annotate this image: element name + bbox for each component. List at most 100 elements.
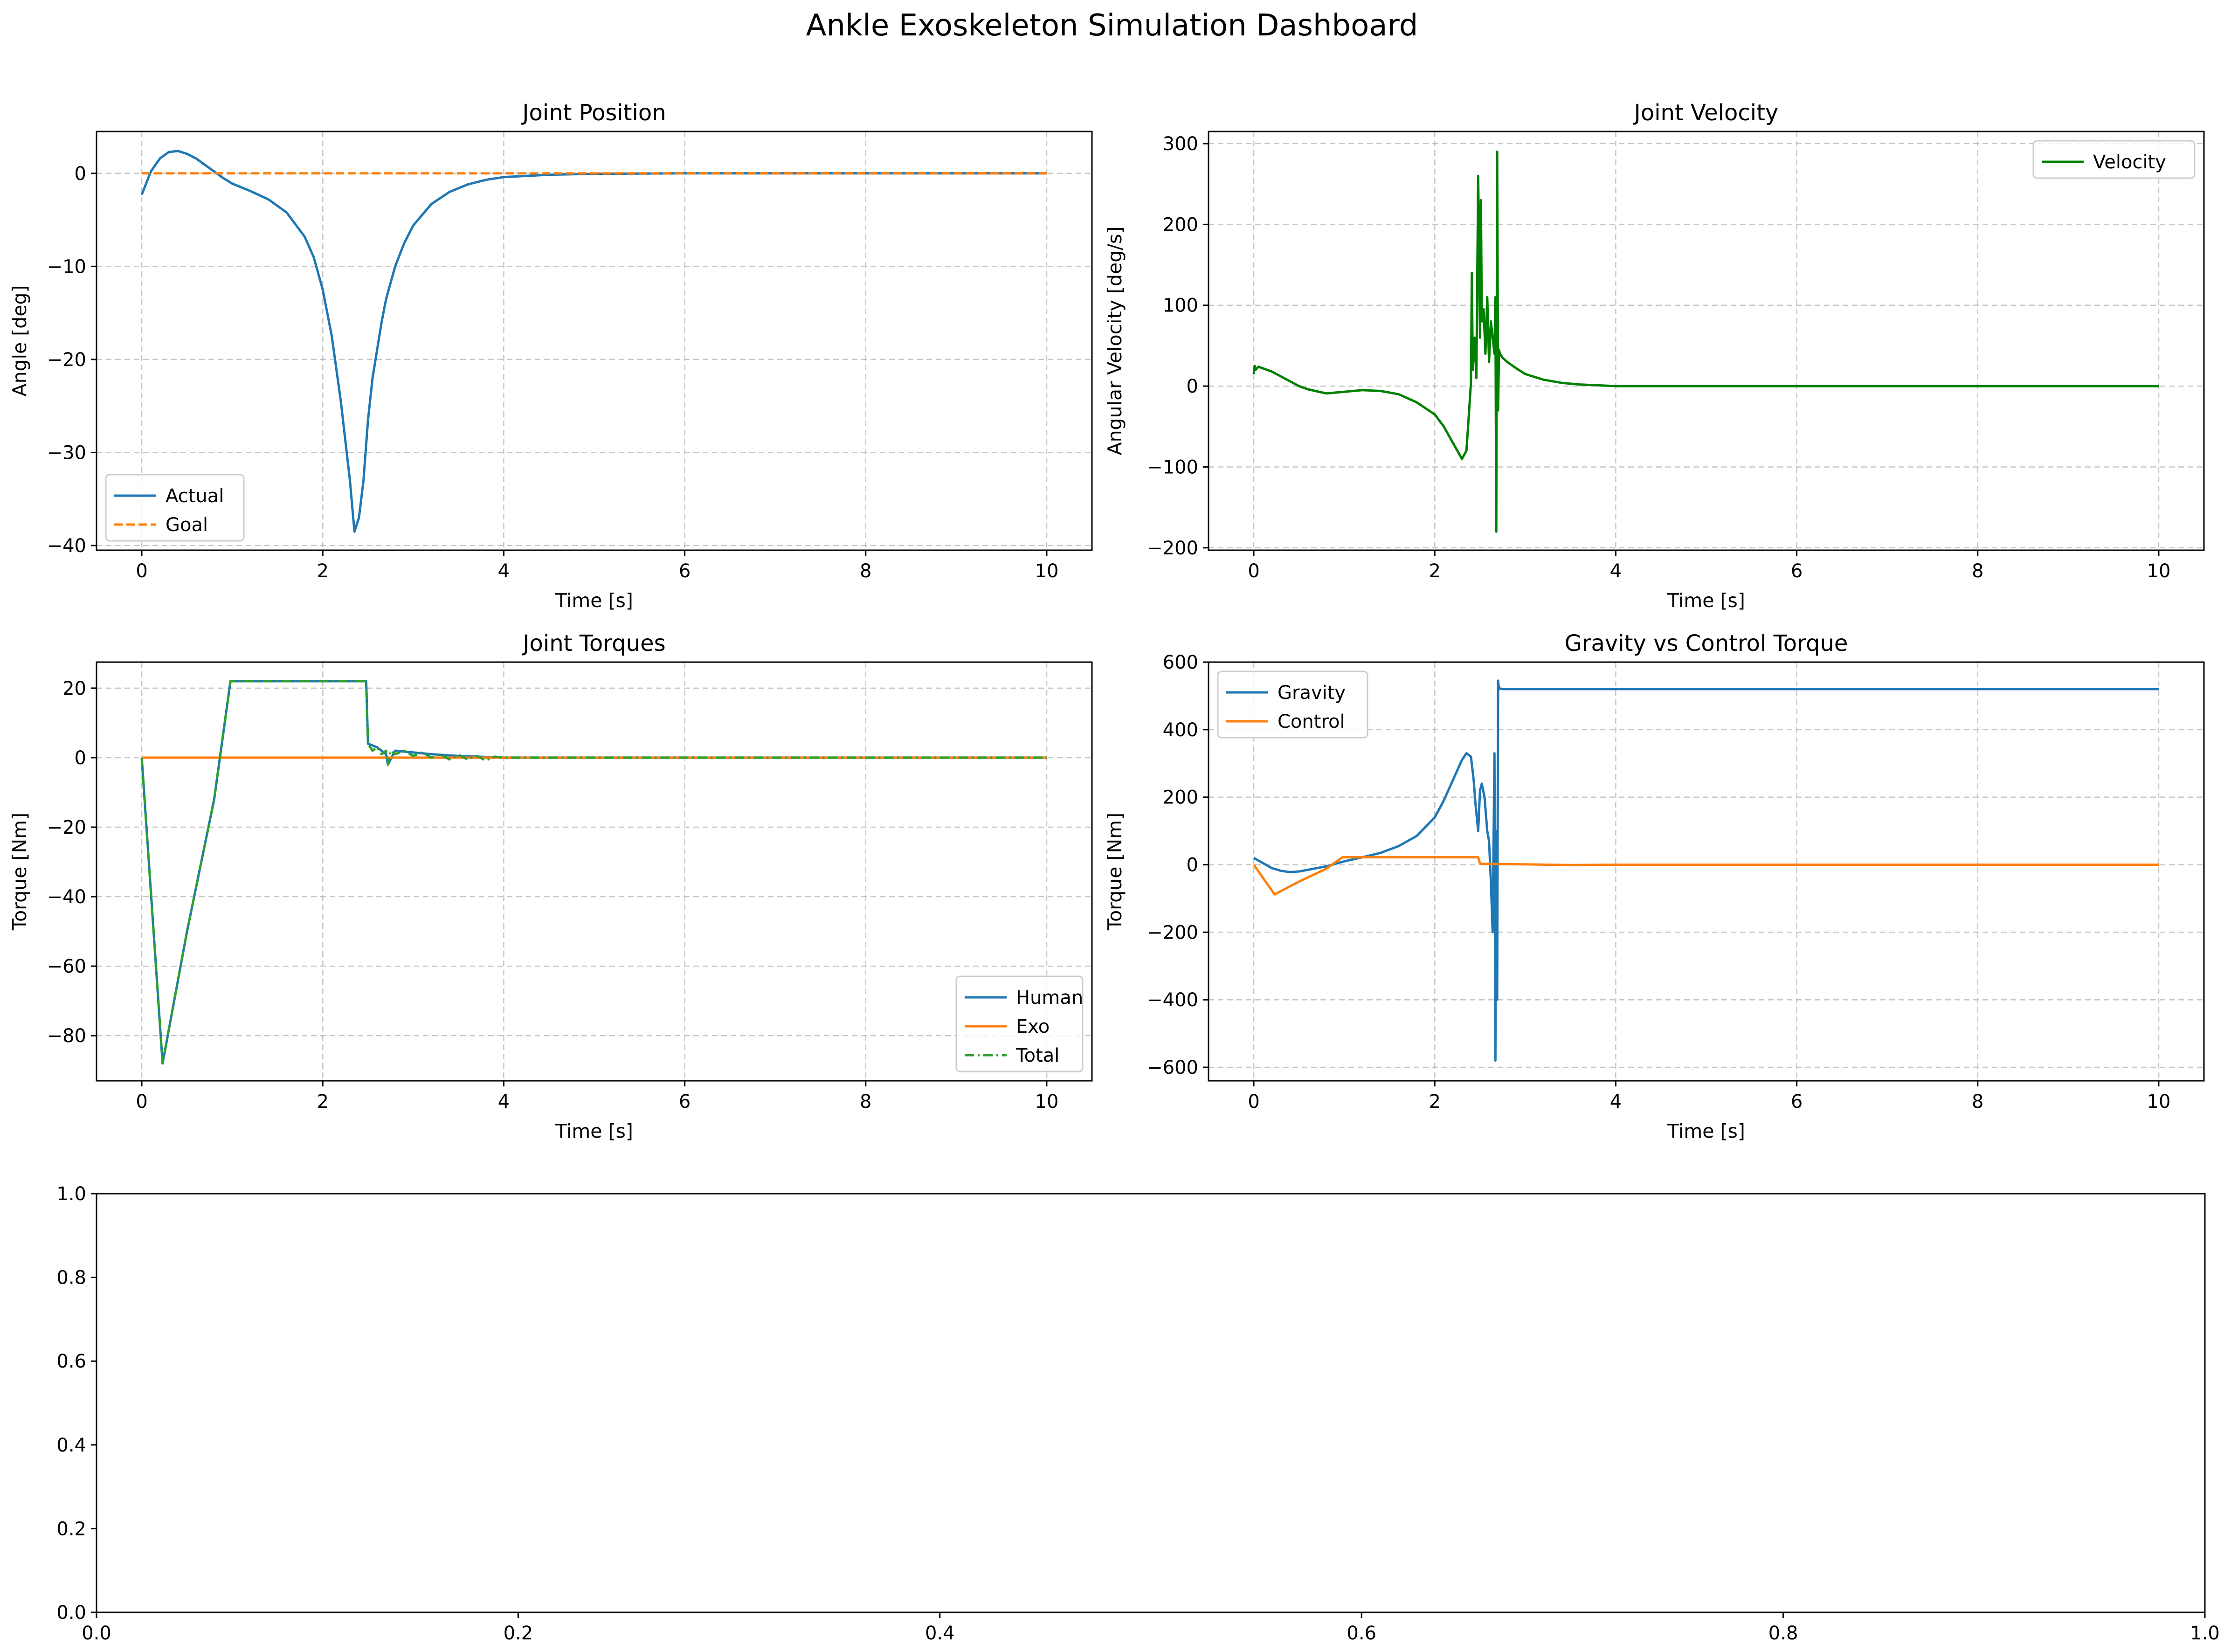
- legend-box: [955, 975, 1084, 1072]
- y-tick-label: 0.4: [56, 1435, 86, 1456]
- y-tick-label: 200: [1163, 214, 1198, 235]
- series-line-actual: [140, 150, 1047, 533]
- x-tick-label: 10: [1035, 1091, 1059, 1113]
- legend: Actual Goal: [105, 474, 245, 542]
- x-tick-label: 8: [860, 560, 871, 582]
- legend-label: Gravity: [1278, 682, 1346, 704]
- x-tick-label: 6: [679, 1091, 691, 1113]
- x-tick-label: 4: [1610, 560, 1622, 582]
- y-tick-label: 20: [62, 678, 86, 699]
- x-tick-label: 10: [1035, 560, 1059, 582]
- x-tick-label: 0: [1248, 1091, 1259, 1113]
- x-tick-label: 4: [498, 560, 510, 582]
- x-tick-label: 0.0: [82, 1623, 111, 1644]
- x-axis-label: Time [s]: [555, 1120, 633, 1142]
- x-axis-label: Time [s]: [1667, 1120, 1745, 1142]
- y-tick-label: −60: [47, 956, 86, 977]
- series-line-total: [140, 680, 1047, 1065]
- y-tick-label: 0.2: [56, 1518, 86, 1540]
- axes-frame: [1208, 661, 2205, 1082]
- y-axis-label: Torque [Nm]: [1104, 813, 1126, 931]
- y-tick-label: −600: [1147, 1057, 1198, 1078]
- x-tick-label: 0: [136, 1091, 147, 1113]
- y-tick-label: 0: [75, 163, 86, 185]
- y-tick-label: −30: [47, 442, 86, 463]
- y-axis-label: Angle [deg]: [8, 285, 31, 397]
- y-tick-label: 300: [1163, 133, 1198, 155]
- y-axis-label: Angular Velocity [deg/s]: [1104, 227, 1126, 456]
- x-tick-label: 4: [498, 1091, 510, 1113]
- chart-joint-velocity: 0 2 4 6 8 10 −200 −100 0 100 200 300 Joint Velocity T…: [1104, 100, 2205, 612]
- y-tick-label: 400: [1163, 719, 1198, 741]
- x-tick-label: 0.4: [925, 1623, 955, 1644]
- y-tick-label: 0: [1187, 376, 1198, 397]
- series-line-velocity: [1252, 150, 2159, 533]
- x-axis-label: Time [s]: [1667, 589, 1745, 612]
- chart-joint-torques: 0 2 4 6 8 10 −80 −60 −40 −20 0 20 Joint Torques Time …: [8, 630, 1093, 1142]
- x-tick-label: 6: [679, 560, 691, 582]
- x-tick-label: 8: [860, 1091, 871, 1113]
- legend-label: Exo: [1016, 1016, 1050, 1037]
- y-tick-label: 200: [1163, 787, 1198, 809]
- x-tick-label: 6: [1791, 1091, 1803, 1113]
- y-tick-label: −10: [47, 256, 86, 277]
- x-tick-label: 2: [317, 1091, 329, 1113]
- y-tick-label: −40: [47, 535, 86, 557]
- y-tick-label: 100: [1163, 295, 1198, 317]
- legend-label: Velocity: [2093, 152, 2166, 173]
- x-tick-label: 10: [2147, 560, 2171, 582]
- y-tick-label: 0: [75, 747, 86, 769]
- y-tick-label: −40: [47, 886, 86, 908]
- y-tick-label: 600: [1163, 652, 1198, 673]
- x-tick-label: 4: [1610, 1091, 1622, 1113]
- chart-title: Joint Torques: [521, 630, 665, 657]
- y-tick-label: −20: [47, 349, 86, 371]
- axes-frame: [96, 1193, 2206, 1613]
- x-tick-label: 2: [1429, 560, 1441, 582]
- x-axis-label: Time [s]: [555, 589, 633, 612]
- x-tick-label: 0.2: [504, 1623, 533, 1644]
- axes-frame: [96, 131, 1093, 551]
- y-tick-label: 0.0: [56, 1602, 86, 1624]
- y-tick-label: −100: [1147, 456, 1198, 478]
- y-tick-label: −400: [1147, 989, 1198, 1011]
- chart-title: Joint Velocity: [1633, 100, 1779, 126]
- x-tick-label: 8: [1972, 560, 1983, 582]
- x-tick-label: 0.8: [1768, 1623, 1798, 1644]
- legend-label: Actual: [166, 485, 224, 507]
- x-tick-label: 6: [1791, 560, 1803, 582]
- x-tick-label: 2: [1429, 1091, 1441, 1113]
- series-line-gravity: [1253, 679, 2159, 1062]
- y-tick-label: −200: [1147, 538, 1198, 559]
- legend-label: Control: [1278, 711, 1345, 733]
- series-line-human: [140, 680, 1047, 1065]
- x-tick-label: 8: [1972, 1091, 1983, 1113]
- y-tick-label: 0.8: [56, 1267, 86, 1289]
- x-tick-label: 10: [2147, 1091, 2171, 1113]
- legend-label: Human: [1016, 987, 1083, 1009]
- legend-label: Total: [1015, 1045, 1059, 1066]
- y-tick-label: 1.0: [56, 1183, 86, 1205]
- chart-empty-axes: 0.0 0.2 0.4 0.6 0.8 1.0 0.0 0.2 0.4 0.6 0.8 1.0: [56, 1183, 2220, 1644]
- y-axis-label: Torque [Nm]: [8, 813, 31, 931]
- chart-title: Joint Position: [521, 100, 666, 126]
- dashboard-title: Ankle Exoskeleton Simulation Dashboard: [806, 8, 1418, 43]
- axes-frame: [1208, 131, 2205, 551]
- x-tick-label: 0: [136, 560, 147, 582]
- legend: Gravity Control: [1217, 670, 1368, 739]
- x-tick-label: 0: [1248, 560, 1259, 582]
- chart-joint-position: 0 2 4 6 8 10 −40 −30 −20 −10 0 Joint Position Time […: [8, 100, 1093, 612]
- chart-gravity-vs-control-torque: 0 2 4 6 8 10 −600 −400 −200 0 200 400 600 Gravity vs …: [1104, 630, 2205, 1142]
- y-tick-label: 0.6: [56, 1351, 86, 1372]
- x-tick-label: 2: [317, 560, 329, 582]
- legend-box: [2032, 140, 2196, 179]
- legend: Human Exo Total: [955, 975, 1084, 1072]
- x-tick-label: 1.0: [2190, 1623, 2220, 1644]
- axes-frame: [96, 661, 1093, 1082]
- y-tick-label: −80: [47, 1025, 86, 1047]
- x-tick-label: 0.6: [1347, 1623, 1376, 1644]
- legend-label: Goal: [166, 514, 208, 536]
- series-line-control: [1252, 856, 2159, 896]
- y-tick-label: −20: [47, 817, 86, 838]
- legend: Velocity: [2032, 140, 2196, 179]
